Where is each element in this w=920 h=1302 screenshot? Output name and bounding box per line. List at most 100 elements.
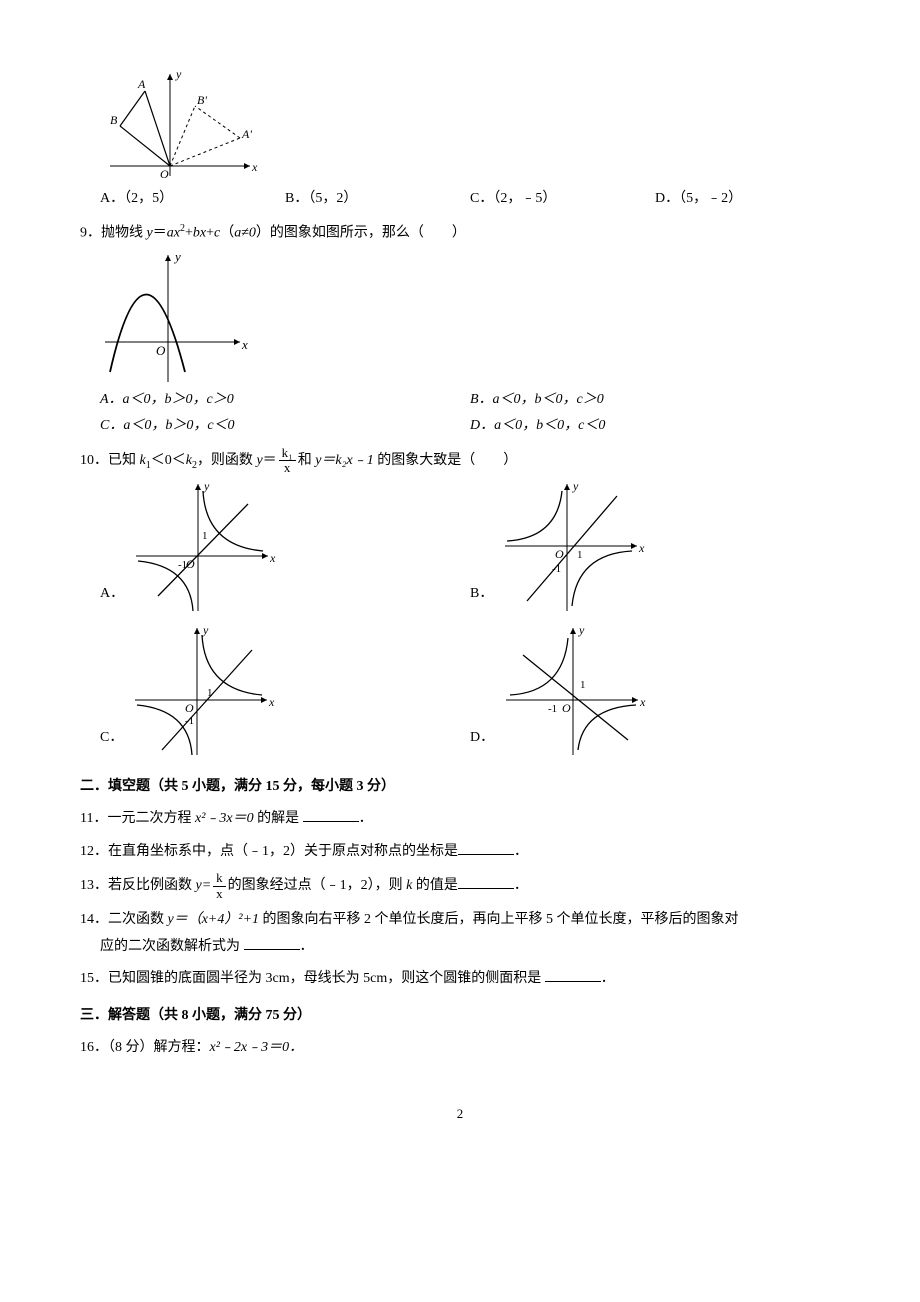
q10-mid2: 和 [298, 453, 316, 468]
q13-period: ． [514, 878, 528, 893]
q13-suffix: 的值是 [412, 878, 458, 893]
q12-blank [458, 840, 514, 855]
q12-text: 12．在直角坐标系中，点（﹣1，2）关于原点对称点的坐标是 [80, 844, 458, 859]
q9-O: O [156, 343, 166, 358]
q16-eq: x²﹣2x﹣3＝0． [210, 1040, 304, 1055]
section3-title: 三．解答题（共 8 小题，满分 75 分） [80, 1003, 840, 1030]
q14-blank [244, 935, 300, 950]
q9-opt-C: C．a＜0，b＞0，c＜0 [100, 413, 470, 440]
svg-text:-1: -1 [548, 703, 557, 715]
svg-text:1: 1 [577, 549, 583, 561]
svg-text:-1: -1 [185, 715, 194, 727]
svg-text:y: y [572, 479, 579, 493]
q13-prefix: 13．若反比例函数 [80, 878, 196, 893]
q9-svg: x y O [100, 247, 250, 387]
q10-line: ＝k₂x﹣1 [321, 453, 373, 468]
q10-fig-A: A． x y O 1 -1 [100, 476, 470, 616]
q10-mid1: ，则函数 [197, 453, 257, 468]
q9-options: A．a＜0，b＞0，c＞0 B．a＜0，b＜0，c＞0 C．a＜0，b＞0，c＜… [100, 387, 840, 440]
q15-blank [545, 967, 601, 982]
svg-text:O: O [185, 701, 194, 715]
q13: 13．若反比例函数 y=kx的图象经过点（﹣1，2），则 k 的值是． [80, 871, 840, 901]
q11-prefix: 11．一元二次方程 [80, 811, 195, 826]
label-A: A [137, 77, 146, 91]
q10-labC: C． [100, 725, 123, 760]
q11-period: ． [359, 811, 373, 826]
q10-y: y [256, 453, 262, 468]
q8-svg: x y O A B A' B' [100, 66, 260, 186]
q10-fig-D: D． x y O 1 -1 [470, 620, 840, 760]
svg-text:x: x [639, 695, 646, 709]
axis-y-label: y [175, 67, 182, 81]
svg-text:1: 1 [202, 530, 208, 542]
label-Bprime: B' [197, 93, 207, 107]
q9-text: 9．抛物线 y＝ax2+bx+c（a≠0）的图象如图所示，那么（ ） [80, 219, 840, 247]
q9-bx: bx [193, 225, 206, 240]
q14-prefix: 14．二次函数 [80, 912, 168, 927]
q14-l2: 应的二次函数解析式为 [100, 939, 244, 954]
svg-text:x: x [638, 541, 645, 555]
q11: 11．一元二次方程 x²﹣3x＝0 的解是 ． [80, 806, 840, 833]
q10-labB: B． [470, 581, 493, 616]
q9-x: x [241, 337, 248, 352]
q10-suffix: 的图象大致是（ ） [374, 453, 518, 468]
q10-fig-C: C． x y O 1 -1 [100, 620, 470, 760]
q10-figures: A． x y O 1 -1 B． x y [100, 476, 840, 764]
q12: 12．在直角坐标系中，点（﹣1，2）关于原点对称点的坐标是 ． [80, 839, 840, 866]
q10-cond: ＜0＜ [151, 453, 186, 468]
q10: 10．已知 k1＜0＜k2，则函数 y＝k₁x和 y＝k₂x﹣1 的图象大致是（… [80, 446, 840, 764]
q15-text: 15．已知圆锥的底面圆半径为 3cm，母线长为 5cm，则这个圆锥的侧面积是 [80, 971, 545, 986]
origin-label: O [160, 167, 169, 181]
q8-opt-B: B．（5，2） [285, 186, 470, 213]
q10-frac: k₁x [279, 446, 296, 476]
q13-mid: 的图象经过点（﹣1，2），则 [228, 878, 407, 893]
q11-blank [303, 807, 359, 822]
q9-opt-D: D．a＜0，b＜0，c＜0 [470, 413, 840, 440]
svg-text:1: 1 [580, 679, 586, 691]
svg-text:y: y [203, 479, 210, 493]
q12-period: ． [514, 844, 528, 859]
q9-opt-A: A．a＜0，b＞0，c＞0 [100, 387, 470, 414]
q10-labD: D． [470, 725, 494, 760]
svg-text:y: y [578, 623, 585, 637]
svg-text:x: x [268, 695, 275, 709]
page-number: 2 [80, 1102, 840, 1127]
q10-den: x [279, 461, 296, 475]
q9-opt-B: B．a＜0，b＜0，c＞0 [470, 387, 840, 414]
q8-figure: x y O A B A' B' [100, 66, 840, 186]
q9-aneq0: a≠0 [234, 225, 256, 240]
q13-y: y= [196, 878, 212, 893]
q10-labA: A． [100, 581, 124, 616]
q13-den: x [213, 887, 226, 901]
q14-line2: 应的二次函数解析式为 ． [100, 934, 840, 961]
q8-opt-A: A．（2，5） [100, 186, 285, 213]
q14-period: ． [300, 939, 314, 954]
section2-title: 二．填空题（共 5 小题，满分 15 分，每小题 3 分） [80, 774, 840, 801]
q14: 14．二次函数 y＝（x+4）²+1 的图象向右平移 2 个单位长度后，再向上平… [80, 907, 840, 960]
q11-suffix: 的解是 [254, 811, 303, 826]
q8-options: A．（2，5） B．（5，2） C．（2，﹣5） D．（5，﹣2） [100, 186, 840, 213]
svg-text:y: y [202, 623, 209, 637]
q9-prefix: 9．抛物线 [80, 225, 147, 240]
q15-period: ． [601, 971, 615, 986]
q9-ax: ax [167, 225, 180, 240]
q10-fig-B: B． x y O 1 -1 [470, 476, 840, 616]
q16: 16．（8 分）解方程：x²﹣2x﹣3＝0． [80, 1035, 840, 1062]
label-Aprime: A' [241, 127, 252, 141]
q16-prefix: 16．（8 分）解方程： [80, 1040, 210, 1055]
q15: 15．已知圆锥的底面圆半径为 3cm，母线长为 5cm，则这个圆锥的侧面积是 ． [80, 966, 840, 993]
q8-figure-block: x y O A B A' B' A．（2，5） B．（5，2） C．（2，﹣5）… [80, 66, 840, 213]
q14-eq: y＝（x+4）²+1 [168, 912, 260, 927]
q9-y-label: y [173, 249, 181, 264]
q10-num: k₁ [279, 446, 296, 461]
q8-opt-D: D．（5，﹣2） [655, 186, 840, 213]
svg-text:-1: -1 [178, 559, 187, 571]
svg-text:-1: -1 [552, 563, 561, 575]
q10-prefix: 10．已知 [80, 453, 140, 468]
q8-opt-C: C．（2，﹣5） [470, 186, 655, 213]
svg-text:x: x [269, 551, 276, 565]
q10-text: 10．已知 k1＜0＜k2，则函数 y＝k₁x和 y＝k₂x﹣1 的图象大致是（… [80, 446, 840, 476]
q13-num: k [213, 871, 226, 886]
q13-blank [458, 874, 514, 889]
q9-eq: ＝ [153, 225, 167, 240]
